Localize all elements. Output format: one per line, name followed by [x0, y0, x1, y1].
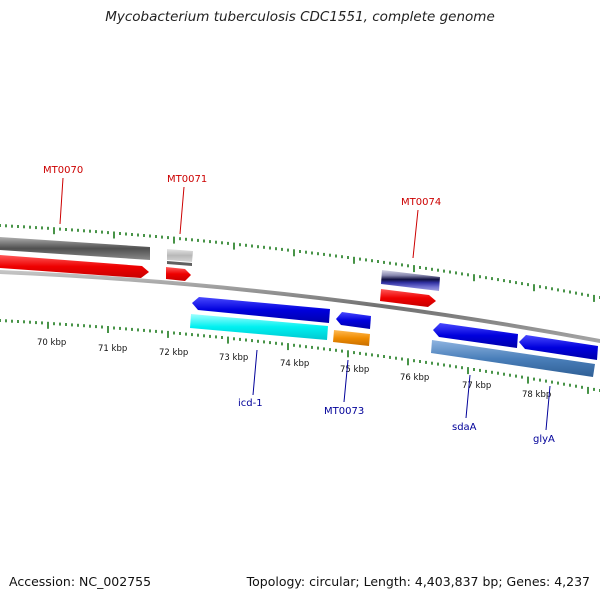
- map-title: Mycobacterium tuberculosis CDC1551, comp…: [105, 9, 495, 25]
- tick-label: 78 kbp: [522, 390, 551, 400]
- gene-arrow-sdaa[interactable]: [433, 323, 518, 348]
- gene-arrow-mt0071[interactable]: [166, 267, 191, 281]
- reverse-strand-features: [190, 297, 598, 377]
- reverse-gene-callouts: icd-1 MT0073 sdaA glyA: [238, 349, 555, 445]
- axis-tick-labels: 70 kbp 71 kbp 72 kbp 73 kbp 74 kbp 75 kb…: [37, 338, 551, 400]
- tick-label: 74 kbp: [280, 359, 309, 369]
- tick-label: 70 kbp: [37, 338, 66, 348]
- tick-label: 77 kbp: [462, 381, 491, 391]
- feature-orange-mt0073[interactable]: [333, 330, 370, 346]
- tick-label: 72 kbp: [159, 348, 188, 358]
- gene-arrow-icd-1[interactable]: [192, 297, 330, 323]
- genome-summary-text: Topology: circular; Length: 4,403,837 bp…: [246, 574, 590, 589]
- gene-label-mt0074[interactable]: MT0074: [401, 197, 441, 208]
- gene-label-mt0073[interactable]: MT0073: [324, 406, 364, 417]
- tick-label: 76 kbp: [400, 373, 429, 383]
- tick-label: 75 kbp: [340, 365, 369, 375]
- feature-striped-mt0074[interactable]: [381, 270, 440, 291]
- tick-label: 71 kbp: [98, 344, 127, 354]
- gene-label-mt0071[interactable]: MT0071: [167, 174, 207, 185]
- feature-gray-mt0070-region[interactable]: [0, 237, 150, 260]
- reverse-ruler: [0, 319, 600, 394]
- feature-cyan-icd-1[interactable]: [190, 314, 328, 340]
- feature-lightgray-mt0071[interactable]: [167, 249, 193, 262]
- gene-arrow-mt0070[interactable]: [0, 255, 149, 278]
- feature-steelblue-sdaa-glya[interactable]: [431, 340, 595, 377]
- gene-label-glya[interactable]: glyA: [533, 434, 555, 445]
- forward-ruler: [0, 224, 600, 302]
- tick-label: 73 kbp: [219, 353, 248, 363]
- gene-arrow-mt0073[interactable]: [336, 312, 371, 329]
- gene-arrow-glya[interactable]: [519, 335, 598, 360]
- forward-gene-callouts: MT0070 MT0071 MT0074: [43, 165, 441, 259]
- forward-strand-features: [0, 237, 440, 307]
- accession-text: Accession: NC_002755: [9, 574, 152, 589]
- gene-label-sdaa[interactable]: sdaA: [452, 422, 477, 433]
- gene-arrow-mt0074[interactable]: [380, 289, 436, 307]
- gene-label-icd-1[interactable]: icd-1: [238, 398, 263, 409]
- gene-label-mt0070[interactable]: MT0070: [43, 165, 83, 176]
